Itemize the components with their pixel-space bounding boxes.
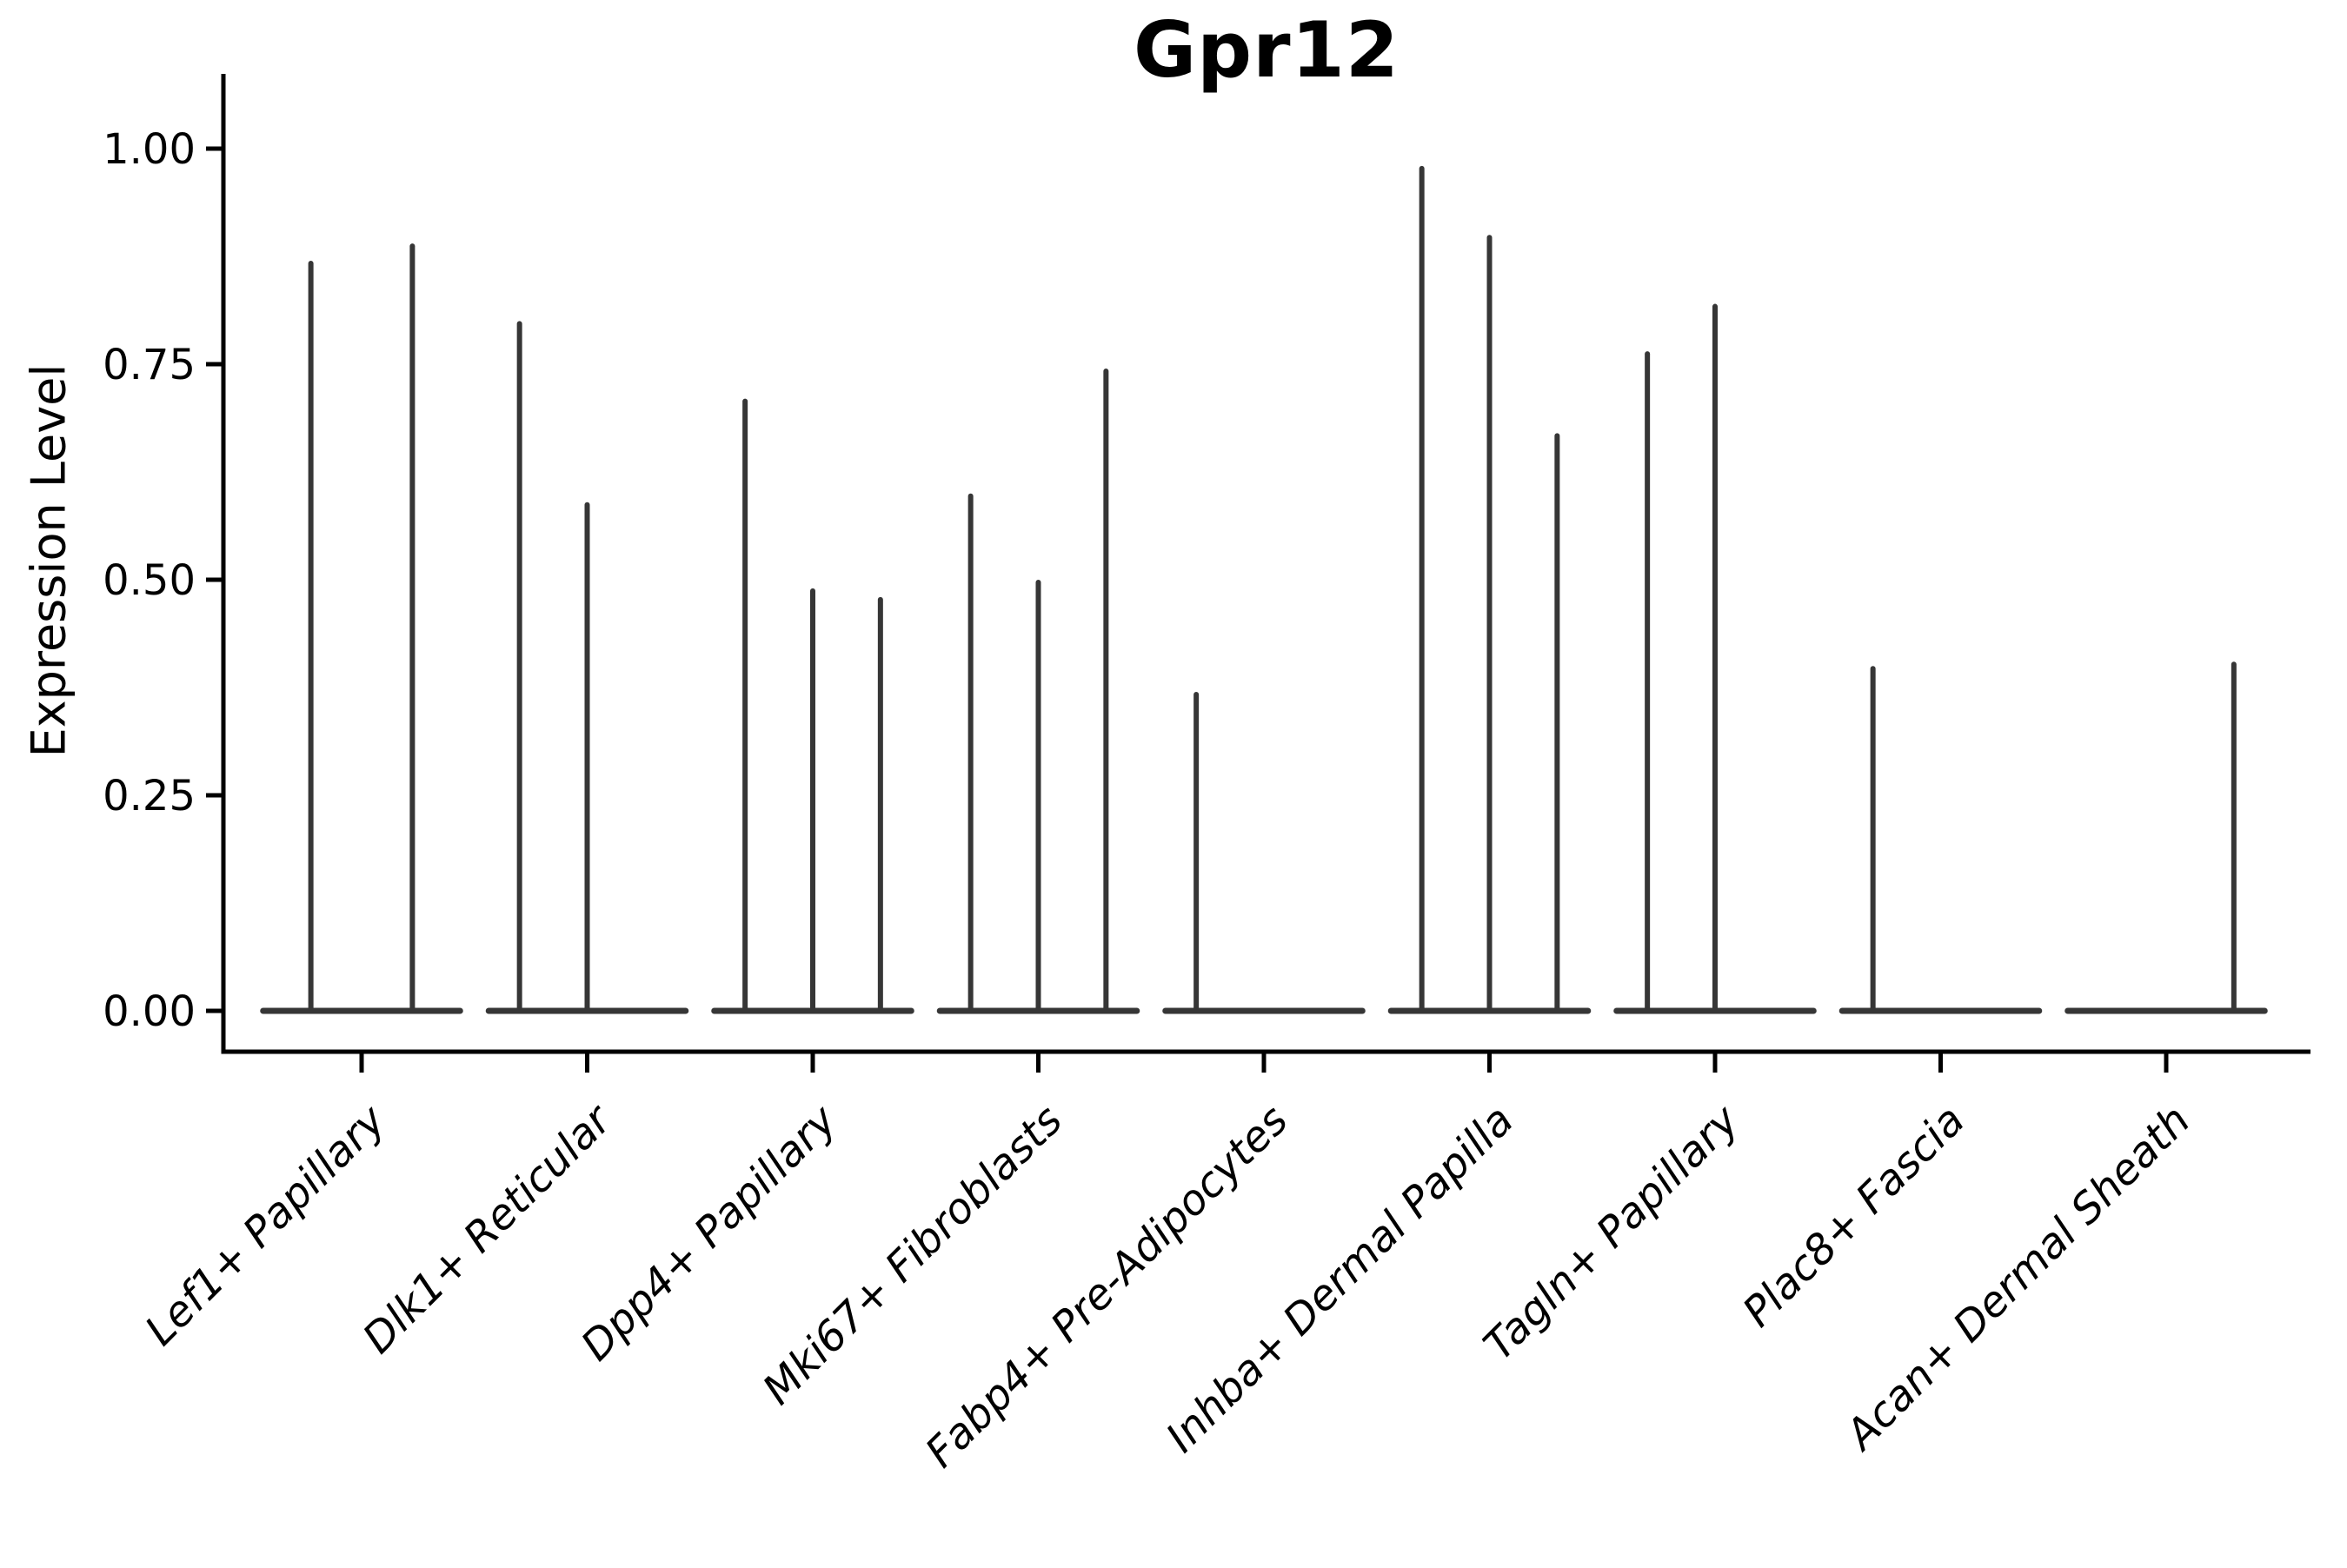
violin-spike (1554, 433, 1560, 1014)
chart-title: Gpr12 (1133, 5, 1400, 95)
violin-spike (1486, 235, 1493, 1014)
violin-spike (1870, 666, 1876, 1014)
violin-spike (877, 596, 883, 1014)
violin-spike (1419, 165, 1425, 1014)
violin-spike (742, 398, 748, 1014)
violin-spike (409, 243, 416, 1014)
violin-spike (308, 260, 314, 1014)
violin-spike (1193, 691, 1200, 1014)
violin-spike (810, 588, 815, 1014)
x-tick-label: Fabp4+ Pre-Adipocytes (916, 1096, 1298, 1478)
violin-spike (967, 493, 974, 1014)
x-tick-label: Dlk1+ Reticular (354, 1094, 623, 1364)
violin-baseline (1838, 1007, 2043, 1014)
y-tick-label: 0.75 (103, 341, 196, 389)
violin-spike (516, 321, 522, 1014)
y-tick-label: 1.00 (103, 125, 196, 174)
y-tick-label: 0.25 (103, 772, 196, 821)
violin-spike (1712, 303, 1718, 1014)
violin-spike (1035, 580, 1041, 1014)
y-tick-label: 0.00 (103, 987, 196, 1036)
violin-spike (1645, 351, 1651, 1014)
x-tick-label: Lef1+ Papillary (136, 1095, 396, 1355)
y-axis-label: Expression Level (21, 363, 76, 758)
violin-baseline (1162, 1007, 1366, 1014)
violin-spike (2231, 661, 2237, 1014)
y-tick-label: 0.50 (103, 556, 196, 605)
violin-baseline (260, 1007, 463, 1014)
violin-spike (584, 502, 590, 1014)
violin-baseline (2064, 1007, 2268, 1014)
x-tick-label: Plac8+ Fascia (1733, 1096, 1974, 1337)
violin-spike (1103, 368, 1109, 1014)
